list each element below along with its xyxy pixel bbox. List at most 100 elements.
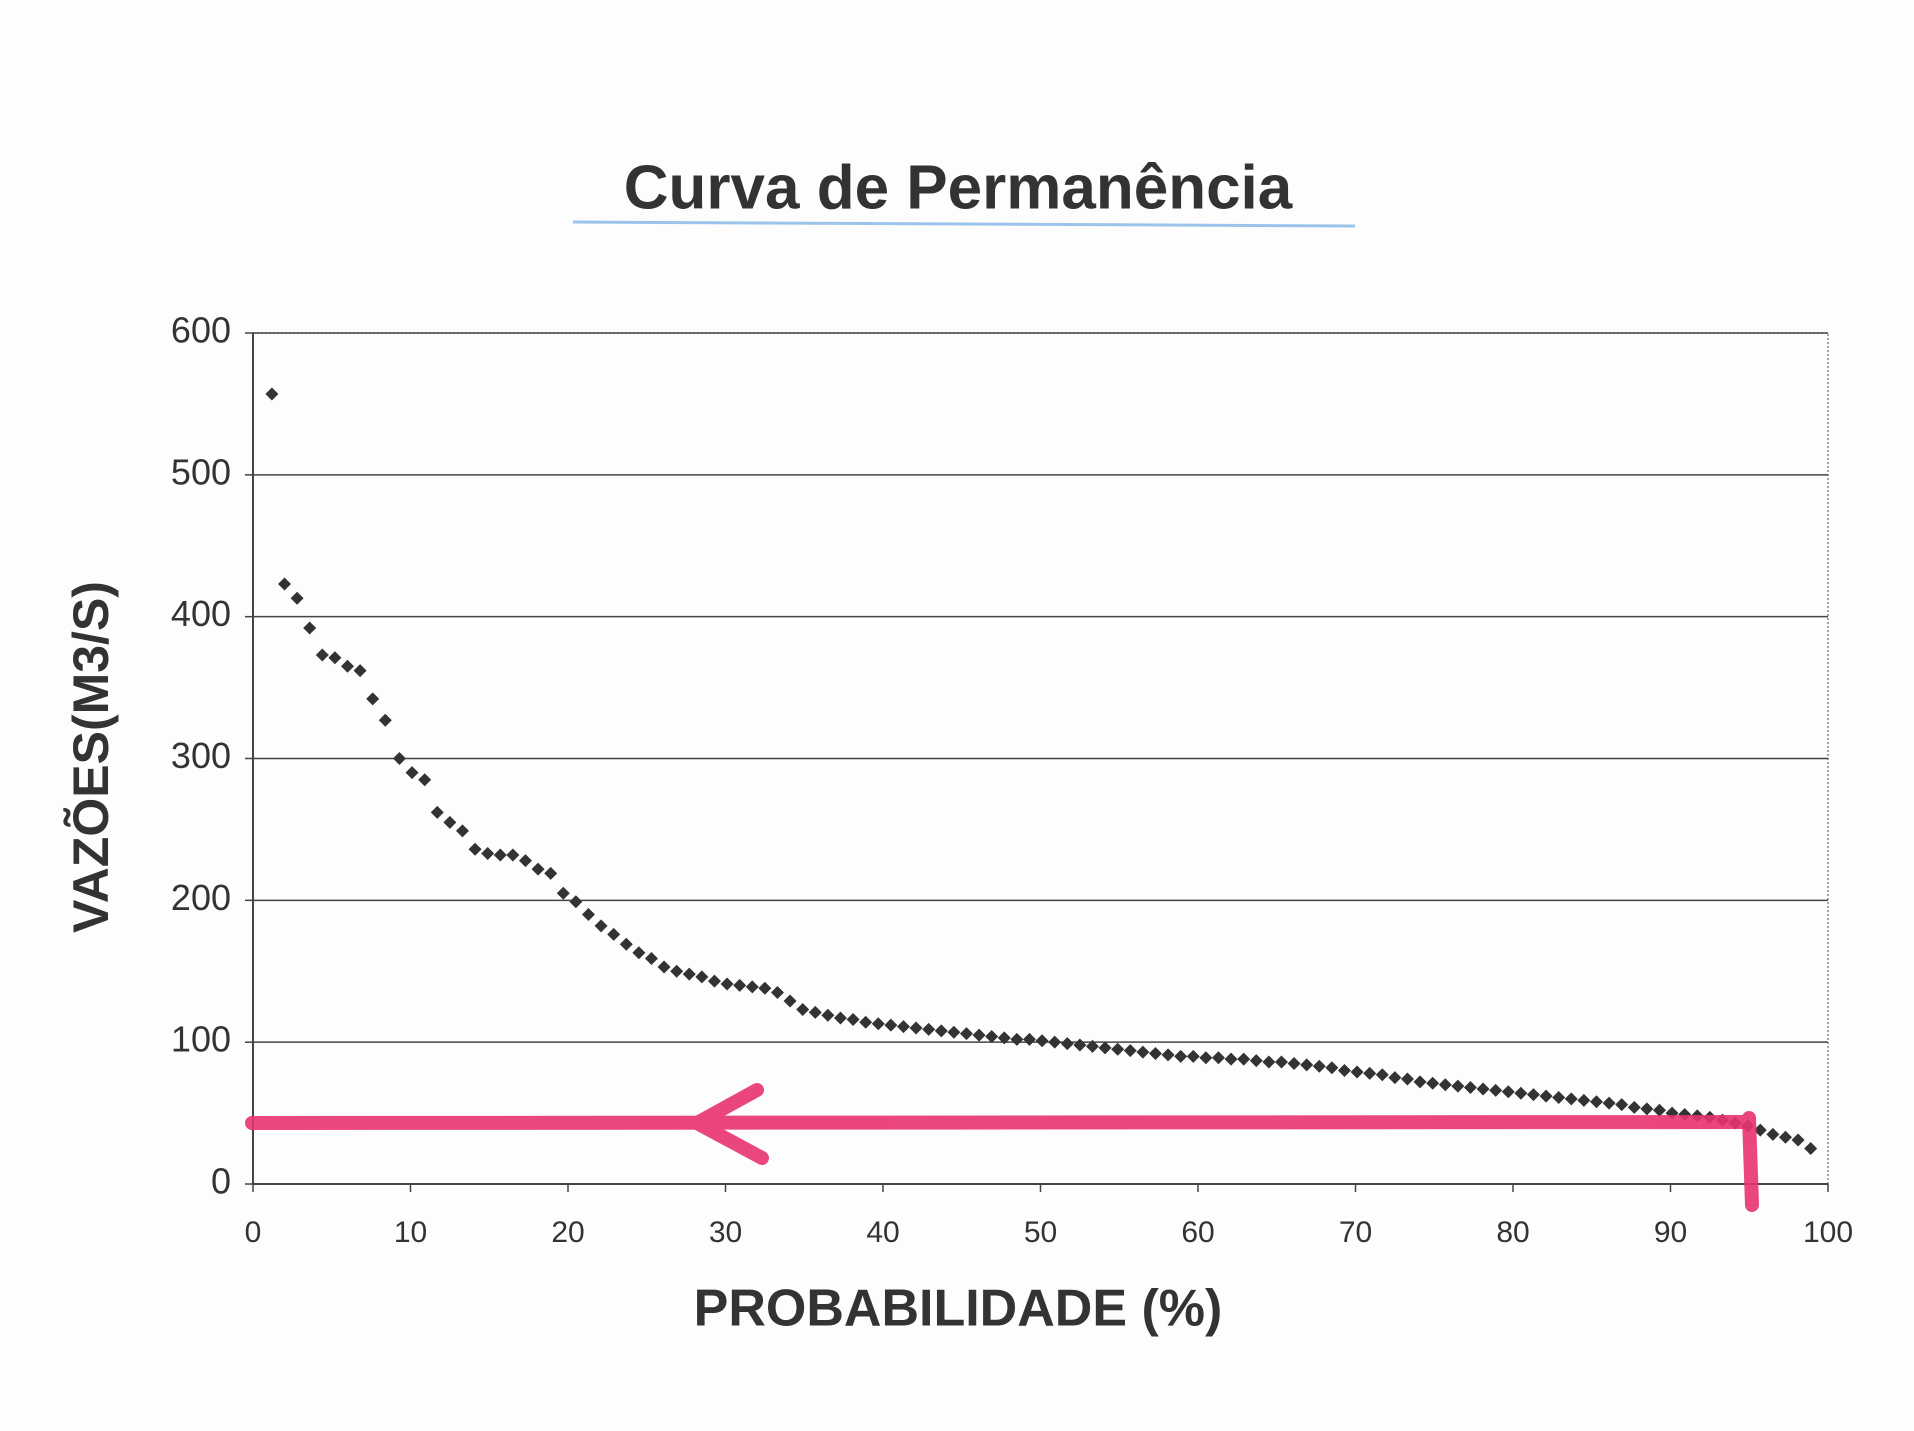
point [1211,1051,1225,1065]
point [1539,1089,1553,1103]
point [796,1003,810,1017]
x-tick-label: 30 [709,1216,742,1249]
annotation-line [245,1115,1756,1130]
point [733,978,747,992]
point [1438,1078,1452,1092]
point [1489,1083,1503,1097]
annotation-arrow [682,1083,769,1165]
x-tick-label: 80 [1496,1216,1529,1249]
point [644,951,658,965]
point [392,752,406,765]
point [1073,1038,1087,1052]
point [1413,1075,1427,1089]
point [1589,1095,1603,1109]
point [1627,1100,1641,1114]
point [265,387,279,401]
point [493,848,507,862]
point [833,1011,847,1025]
point [1136,1045,1150,1059]
point [1060,1037,1074,1051]
y-tick-label: 400 [171,593,231,634]
point [934,1024,948,1038]
x-tick-label: 0 [245,1216,262,1249]
point [909,1021,923,1035]
point [783,994,797,1008]
point [278,577,291,591]
point [607,927,621,941]
point [1035,1034,1049,1048]
y-tick-label: 200 [171,877,231,918]
point [1010,1032,1024,1046]
point [455,824,469,838]
x-tick-label: 20 [551,1216,584,1249]
point [1778,1130,1792,1144]
point [378,713,392,727]
point [1300,1058,1314,1072]
point [518,854,532,868]
point [1325,1061,1339,1075]
point [1791,1133,1805,1147]
y-tick-label: 0 [211,1161,231,1202]
point [556,886,570,900]
point [353,664,367,678]
point [366,692,380,706]
point [1514,1086,1528,1100]
point [1652,1103,1666,1117]
point [430,805,444,819]
point [1287,1056,1301,1070]
point [328,651,342,665]
point [682,967,696,981]
point [481,847,495,861]
point [1766,1127,1780,1141]
y-tick-label: 500 [171,451,231,492]
plot-area: 0 100 200 300 400 500 600 0 10 20 30 40 50 60 70 80 90 10… [171,310,1853,1249]
point [405,766,419,780]
point [1451,1079,1465,1093]
point [770,986,784,1000]
point [1463,1081,1477,1095]
point [619,937,633,951]
point [997,1031,1011,1045]
point [1753,1123,1767,1137]
x-tick-label: 70 [1339,1216,1372,1249]
point [581,908,595,922]
point [1262,1055,1276,1069]
x-tick-label: 100 [1803,1216,1853,1249]
point [846,1012,860,1026]
y-tick-label: 600 [171,310,231,351]
point [707,974,721,988]
point [303,621,317,635]
point [1186,1049,1200,1063]
point [1161,1048,1175,1062]
point [1337,1064,1351,1078]
point [1501,1085,1515,1099]
x-tick-label: 10 [394,1216,427,1249]
point [506,848,520,862]
point [972,1028,986,1042]
point [1804,1142,1818,1156]
point [1400,1072,1414,1086]
point [884,1018,898,1032]
point [1312,1059,1326,1073]
point [1426,1076,1440,1090]
point [758,981,772,995]
x-tick-label: 90 [1654,1216,1687,1249]
point [745,980,759,994]
point [959,1027,973,1041]
point [418,773,432,787]
point [985,1029,999,1043]
point [1615,1098,1629,1112]
point [341,659,354,673]
point [922,1022,936,1036]
point [315,648,329,662]
point [947,1025,961,1039]
point [1174,1049,1188,1063]
point [1123,1044,1137,1058]
point [821,1008,835,1022]
point [1363,1066,1377,1080]
point [1375,1068,1389,1082]
point [1224,1052,1238,1066]
title-underline [572,220,1356,228]
point [695,970,709,984]
